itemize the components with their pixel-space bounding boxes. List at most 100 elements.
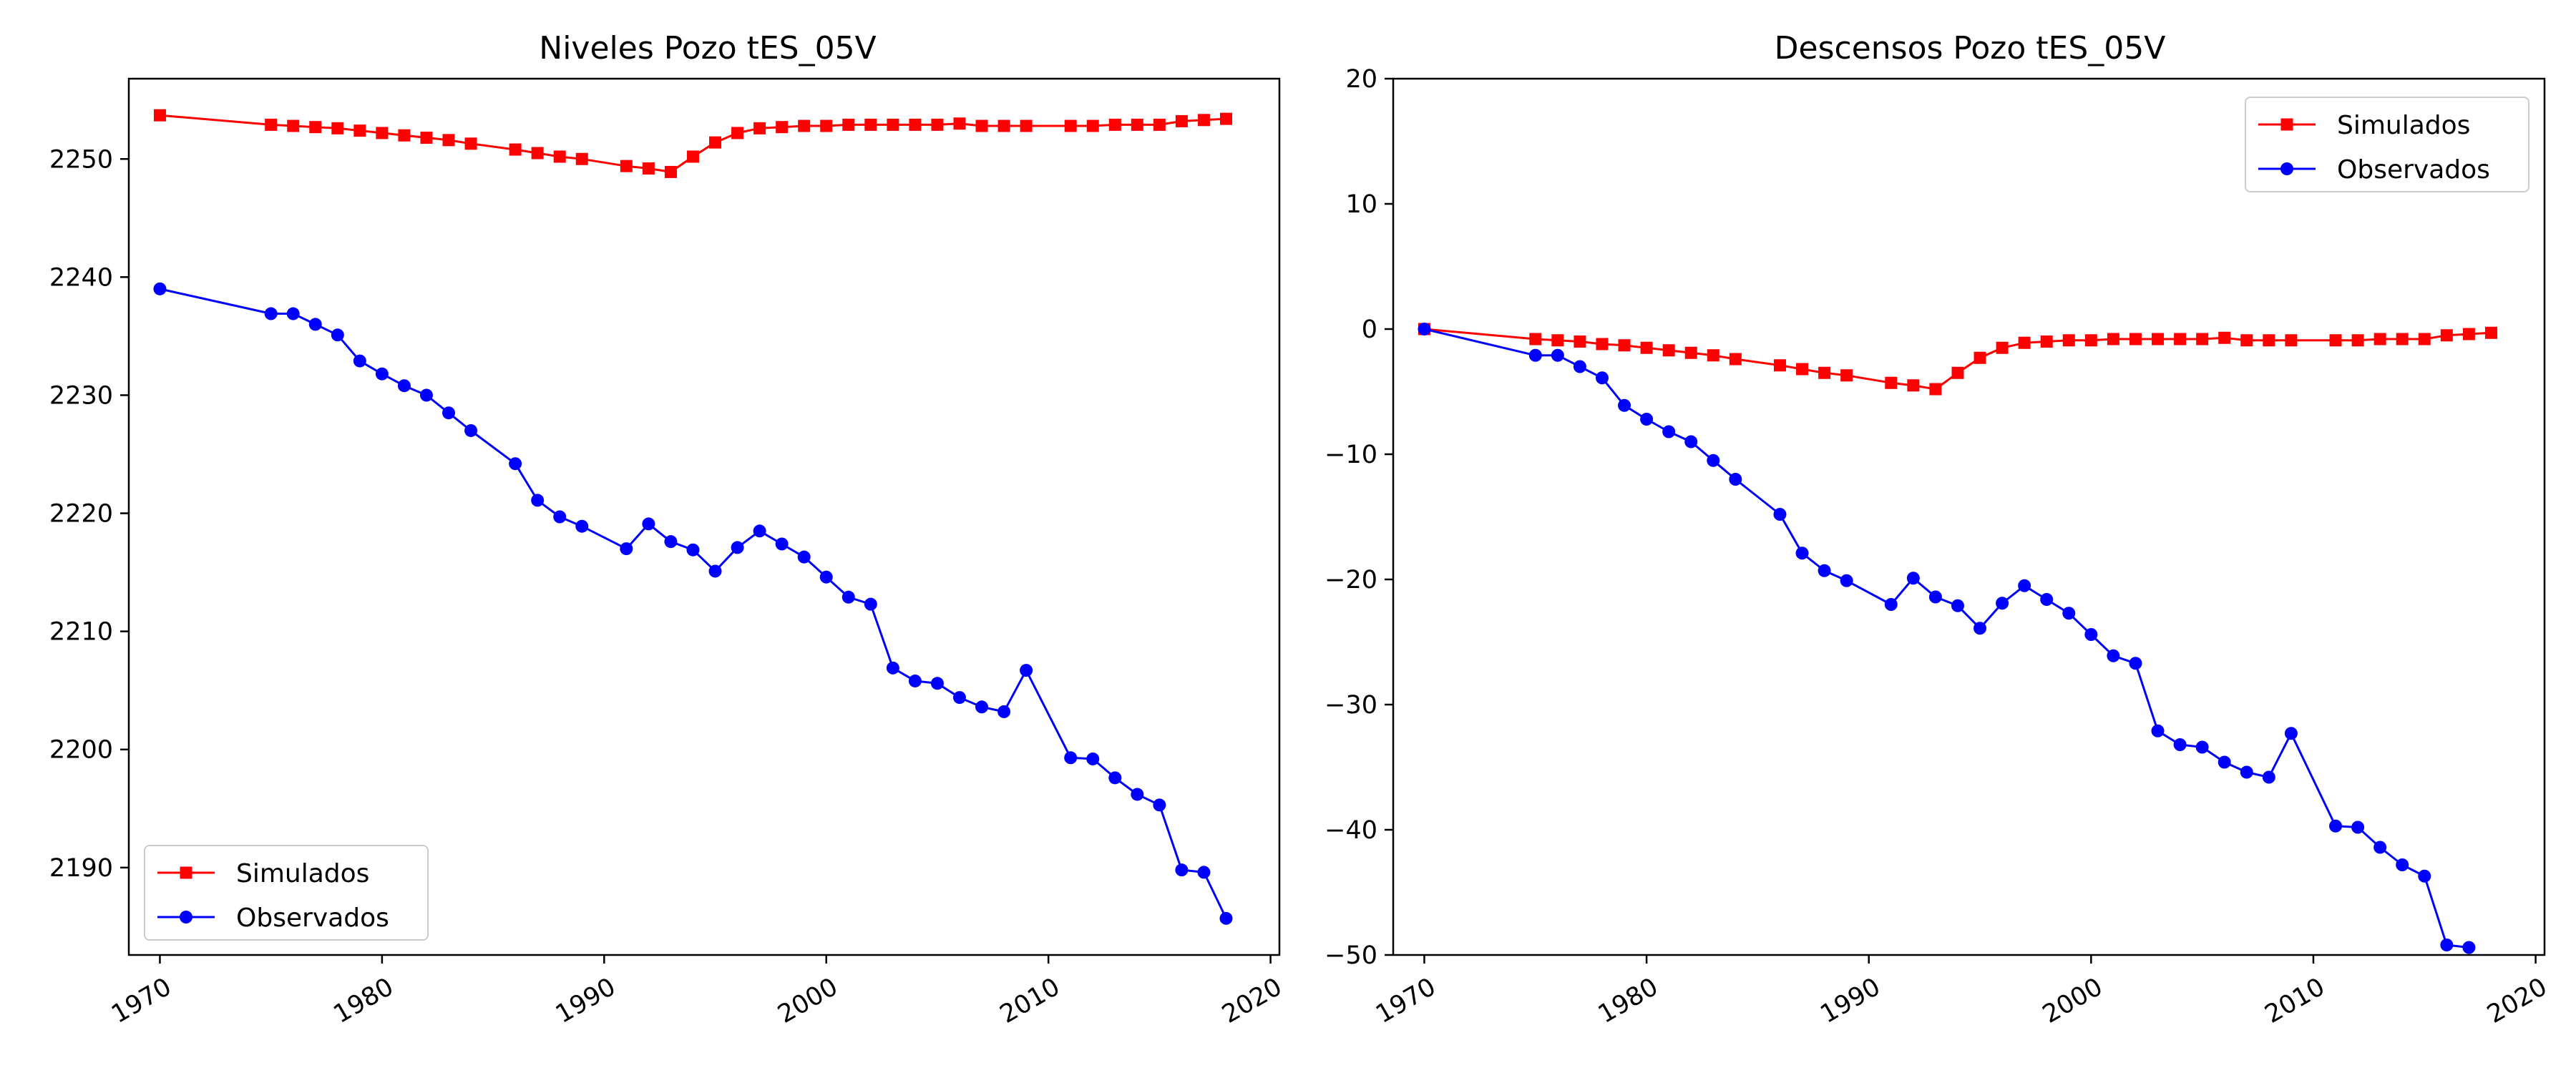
data-point-simulados [2396, 333, 2409, 346]
data-point-observados [841, 590, 855, 604]
data-point-simulados [1131, 118, 1143, 131]
data-point-observados [908, 674, 922, 687]
data-point-observados [308, 318, 322, 331]
data-point-simulados [2418, 333, 2431, 346]
data-point-observados [2040, 593, 2054, 606]
data-point-simulados [1729, 353, 1742, 366]
data-point-simulados [1907, 379, 1920, 392]
data-point-observados [1418, 323, 1431, 335]
legend: Simulados Observados [144, 845, 429, 941]
data-point-observados [1662, 425, 1676, 438]
data-point-simulados [2484, 326, 2497, 339]
data-point-simulados [753, 122, 766, 134]
legend-entry-simulados: Simulados [157, 859, 369, 888]
axes-frame [1392, 77, 2546, 956]
data-point-simulados [709, 136, 722, 149]
y-tick-label: 2210 [49, 618, 113, 647]
data-point-observados [509, 457, 522, 471]
y-tick-label: −30 [1324, 691, 1377, 720]
legend-box [144, 845, 429, 941]
data-point-simulados [2285, 334, 2298, 347]
data-point-observados [2195, 740, 2209, 754]
data-point-simulados [1707, 349, 1719, 362]
chart-title: Niveles Pozo tES_05V [539, 30, 876, 67]
data-point-simulados [2084, 334, 2097, 347]
data-point-simulados [1618, 339, 1631, 352]
data-point-observados [264, 307, 278, 320]
data-point-observados [2084, 628, 2098, 641]
data-point-simulados [331, 122, 344, 134]
data-point-observados [442, 406, 456, 420]
data-point-simulados [398, 129, 411, 142]
data-point-observados [553, 510, 567, 524]
data-point-simulados [2440, 329, 2453, 342]
data-point-simulados [1596, 338, 1609, 351]
data-point-simulados [2018, 336, 2031, 349]
chart-title: Descensos Pozo tES_05V [1775, 30, 2166, 67]
data-point-observados [2418, 869, 2431, 883]
y-tick-label: −20 [1324, 566, 1377, 594]
data-point-simulados [1153, 118, 1166, 131]
data-point-simulados [776, 121, 789, 134]
data-point-simulados [2373, 333, 2386, 346]
series-group [153, 109, 1233, 925]
data-point-simulados [1197, 114, 1210, 127]
data-point-observados [930, 677, 944, 690]
data-point-observados [419, 388, 433, 402]
data-point-observados [1773, 508, 1787, 521]
data-point-observados [1595, 371, 1609, 385]
data-point-observados [1086, 752, 1100, 765]
y-tick-label: −40 [1324, 816, 1377, 845]
data-point-observados [2373, 841, 2387, 854]
data-point-observados [664, 535, 678, 549]
data-point-simulados [1773, 359, 1786, 372]
data-point-observados [819, 570, 833, 584]
data-point-simulados [642, 162, 655, 175]
legend-marker [180, 911, 192, 923]
y-tick-label: 0 [1362, 315, 1377, 344]
data-point-observados [2462, 941, 2476, 954]
data-point-observados [1153, 798, 1166, 812]
data-point-simulados [842, 118, 855, 131]
data-point-observados [2240, 765, 2253, 779]
y-tick-label: 2190 [49, 854, 113, 883]
data-point-simulados [931, 118, 944, 131]
data-point-observados [731, 541, 744, 554]
legend-label: Observados [2337, 155, 2490, 185]
data-point-observados [1551, 348, 1564, 362]
data-point-observados [2062, 607, 2076, 620]
data-point-observados [2129, 657, 2142, 670]
data-point-simulados [376, 127, 389, 139]
data-point-simulados [509, 143, 522, 156]
data-point-simulados [287, 119, 300, 132]
data-point-observados [1928, 590, 1942, 604]
data-point-observados [1884, 598, 1898, 611]
data-point-observados [2262, 770, 2275, 784]
axes-frame [127, 77, 1281, 956]
data-point-observados [864, 597, 877, 611]
data-point-simulados [909, 118, 922, 131]
data-point-simulados [2107, 333, 2119, 346]
data-point-observados [686, 543, 700, 557]
data-point-observados [1064, 751, 1078, 765]
legend-label: Simulados [2337, 111, 2470, 140]
data-point-simulados [1840, 369, 1853, 382]
data-point-observados [1840, 574, 1853, 587]
data-point-simulados [1951, 366, 1964, 379]
data-point-observados [1818, 564, 1831, 577]
data-point-simulados [1640, 341, 1653, 354]
y-tick-label: 2220 [49, 500, 113, 529]
data-point-observados [775, 537, 789, 551]
data-point-simulados [353, 124, 366, 137]
data-point-simulados [1796, 363, 1809, 376]
data-point-observados [286, 307, 300, 320]
data-point-observados [1707, 454, 1720, 467]
data-point-simulados [1574, 335, 1586, 348]
data-point-simulados [2040, 335, 2053, 348]
data-point-observados [952, 691, 966, 705]
data-point-simulados [975, 119, 988, 132]
data-point-simulados [2462, 328, 2475, 340]
series-group [1418, 323, 2497, 954]
data-point-observados [1618, 398, 1631, 412]
